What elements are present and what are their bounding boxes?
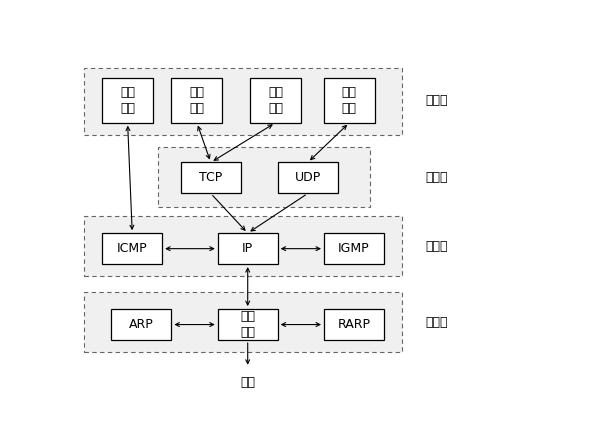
Text: 网络层: 网络层	[426, 240, 448, 253]
Bar	[218, 233, 278, 264]
Bar	[324, 309, 384, 340]
Bar	[83, 68, 402, 135]
Text: TCP: TCP	[199, 172, 222, 185]
Text: ICMP: ICMP	[117, 242, 148, 255]
Text: IP: IP	[242, 242, 253, 255]
Text: 媒体: 媒体	[240, 376, 255, 389]
Bar	[218, 309, 278, 340]
Bar	[250, 78, 301, 123]
Bar	[181, 163, 241, 194]
Bar	[111, 309, 172, 340]
Bar	[83, 216, 402, 276]
Text: 硬件
接口: 硬件 接口	[240, 310, 255, 339]
Text: IGMP: IGMP	[338, 242, 370, 255]
Text: 应用层: 应用层	[426, 94, 448, 107]
Text: 用户
进程: 用户 进程	[268, 86, 283, 115]
Bar	[103, 78, 153, 123]
Bar	[103, 233, 162, 264]
Text: UDP: UDP	[294, 172, 321, 185]
Bar	[324, 233, 384, 264]
Bar	[324, 78, 375, 123]
Text: ARP: ARP	[129, 318, 154, 331]
Bar	[157, 147, 370, 207]
Text: 用户
进程: 用户 进程	[120, 86, 135, 115]
Text: 用户
进程: 用户 进程	[190, 86, 204, 115]
Text: 运输层: 运输层	[426, 171, 448, 184]
Bar	[83, 292, 402, 352]
Text: RARP: RARP	[337, 318, 371, 331]
Bar	[278, 163, 338, 194]
Text: 用户
进程: 用户 进程	[342, 86, 357, 115]
Bar	[172, 78, 222, 123]
Text: 钉路层: 钉路层	[426, 316, 448, 329]
